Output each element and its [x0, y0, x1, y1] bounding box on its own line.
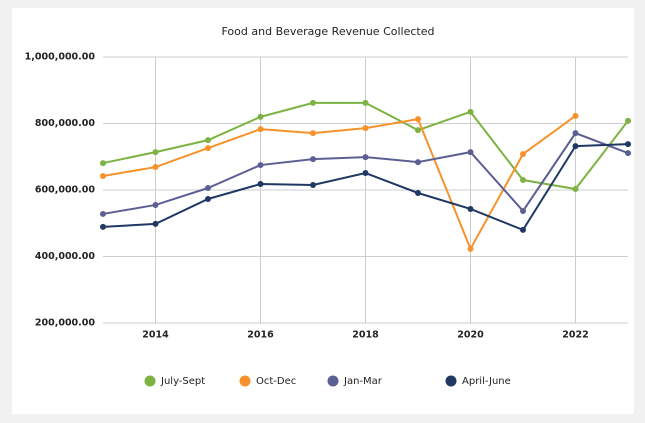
point	[520, 207, 526, 214]
point	[257, 126, 264, 133]
x-tick-label: 2022	[562, 330, 588, 341]
point	[415, 159, 421, 166]
legend-label: Oct-Dec	[256, 376, 296, 387]
y-tick-label: 400,000.00	[35, 251, 95, 262]
legend-label: April-June	[462, 376, 511, 387]
point	[415, 189, 421, 196]
point	[257, 181, 264, 188]
point	[520, 151, 526, 158]
point	[625, 117, 631, 124]
point	[205, 137, 211, 144]
point	[572, 112, 579, 119]
point	[467, 108, 474, 115]
y-tick-label: 800,000.00	[35, 118, 95, 129]
point	[310, 130, 316, 137]
point	[257, 113, 264, 120]
legend-label: July-Sept	[160, 376, 205, 387]
point	[625, 150, 631, 157]
point	[520, 226, 526, 233]
point	[467, 149, 474, 156]
point	[100, 223, 106, 230]
point	[625, 141, 631, 148]
point	[100, 173, 106, 180]
point	[100, 210, 106, 217]
point	[572, 143, 579, 150]
point	[310, 156, 316, 163]
legend-swatch	[144, 375, 156, 387]
point	[362, 125, 369, 132]
y-tick-label: 600,000.00	[35, 185, 95, 196]
point	[467, 245, 474, 252]
point	[152, 164, 159, 171]
legend-swatch	[327, 375, 339, 387]
legend-swatch	[239, 375, 251, 387]
point	[310, 99, 316, 106]
point	[152, 149, 159, 156]
point	[152, 220, 159, 227]
point	[205, 145, 211, 152]
y-tick-label: 1,000,000.00	[25, 52, 96, 63]
x-tick-label: 2018	[352, 330, 379, 341]
point	[415, 116, 421, 123]
y-tick-label: 200,000.00	[35, 318, 95, 329]
point	[152, 201, 159, 208]
x-tick-label: 2014	[142, 330, 169, 341]
chart-title: Food and Beverage Revenue Collected	[222, 25, 435, 38]
point	[100, 160, 106, 167]
point	[362, 170, 369, 177]
point	[520, 177, 526, 184]
point	[467, 205, 474, 212]
point	[257, 162, 264, 169]
point	[205, 185, 211, 192]
point	[310, 182, 316, 189]
point	[572, 130, 579, 137]
card	[12, 8, 634, 414]
legend-swatch	[445, 375, 457, 387]
point	[415, 127, 421, 134]
legend-label: Jan-Mar	[343, 376, 383, 387]
x-tick-label: 2016	[247, 330, 274, 341]
series-line	[102, 115, 577, 252]
point	[362, 99, 369, 106]
x-tick-label: 2020	[457, 330, 484, 341]
point	[362, 154, 369, 161]
point	[572, 186, 579, 193]
point	[205, 195, 211, 202]
